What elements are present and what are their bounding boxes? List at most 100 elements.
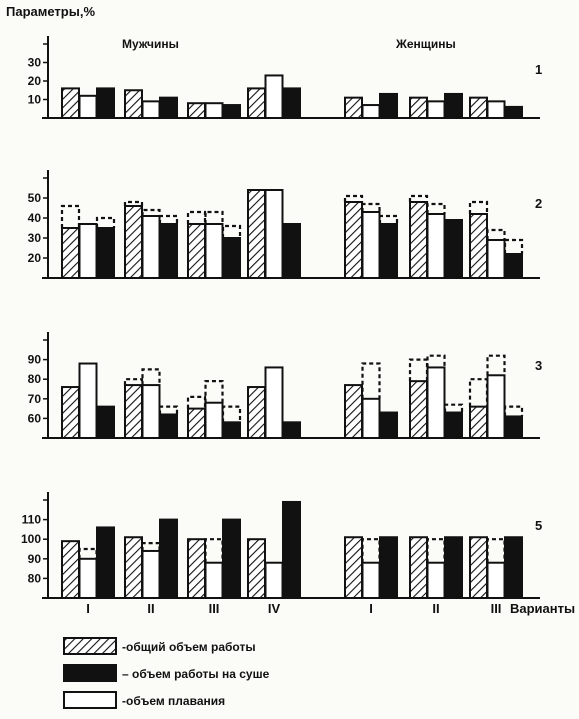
bar-dashed-swim	[78, 547, 98, 559]
bar-dashed-total	[408, 194, 429, 202]
bar-swim	[361, 211, 381, 279]
bar-swim	[141, 384, 161, 439]
bar-dashed-land	[95, 216, 116, 228]
bar-land	[504, 536, 523, 599]
y-tick-label: 110	[22, 513, 42, 527]
bar-land	[159, 413, 178, 440]
bar-group	[469, 96, 523, 120]
bar-group	[61, 526, 115, 599]
x-tick-label: II	[432, 601, 439, 616]
bar-swim	[141, 549, 161, 600]
y-tick-label: 20	[28, 74, 42, 88]
bar-swim	[361, 561, 381, 599]
bar-dashed-total	[186, 395, 207, 409]
bar-group	[408, 354, 464, 440]
bar-total	[124, 89, 143, 119]
legend-swatch-swim	[63, 691, 117, 709]
bar-swim	[78, 94, 98, 120]
bar-dashed-swim	[361, 202, 381, 212]
bar-group	[247, 366, 301, 440]
bar-dashed-land	[158, 405, 179, 415]
bar-land	[444, 536, 463, 599]
bar-land	[159, 518, 178, 599]
legend-swatch-total	[63, 637, 117, 655]
bar-total	[61, 386, 80, 440]
bar-total	[61, 227, 80, 279]
bar-land	[159, 96, 178, 120]
panel-label: 1	[535, 62, 542, 77]
bar-swim	[486, 239, 506, 279]
group-header-women: Женщины	[395, 37, 456, 51]
x-tick-label: II	[147, 601, 154, 616]
bar-dashed-swim	[486, 228, 506, 240]
panel-1: 10 20 30 1	[28, 36, 542, 120]
bar-group	[343, 194, 399, 279]
bar-group	[468, 354, 524, 440]
bar-swim	[426, 213, 446, 279]
bar-land	[379, 411, 398, 439]
bar-group	[344, 92, 398, 120]
y-tick-label: 60	[28, 411, 42, 425]
bar-group	[123, 200, 179, 279]
legend-label-swim: -объем плавания	[122, 694, 225, 708]
bar-swim	[204, 102, 224, 119]
panel-5: 80 90 100 110 5	[21, 492, 542, 600]
bar-land	[282, 223, 301, 279]
bar-dashed-total	[408, 358, 429, 382]
bar-land	[444, 411, 463, 439]
y-tick-label: 80	[28, 372, 42, 386]
panel-3: 60 70 80 90 3	[28, 332, 542, 440]
bar-group	[344, 536, 398, 599]
bar-group	[123, 368, 179, 440]
bar-dashed-total	[123, 200, 144, 206]
y-axis-title: Параметры,%	[6, 4, 95, 19]
bar-swim	[141, 100, 161, 119]
bar-dashed-land	[378, 214, 399, 224]
y-tick-label: 50	[28, 191, 42, 205]
bar-total	[409, 380, 428, 440]
bar-land	[96, 405, 115, 440]
bar-swim	[78, 362, 98, 439]
x-tick-labels: I II III IV I II III	[86, 601, 501, 616]
bar-swim	[141, 215, 161, 279]
bar-dashed-swim	[361, 538, 381, 563]
bar-swim	[361, 104, 381, 120]
bar-land	[379, 536, 398, 599]
bar-swim	[426, 561, 446, 599]
y-tick-label: 30	[28, 231, 42, 245]
bar-dashed-swim	[141, 208, 161, 216]
bar-dashed-land	[221, 224, 242, 238]
bar-total	[409, 96, 428, 120]
panel-label: 5	[535, 518, 542, 533]
bar-total	[187, 223, 206, 279]
bar-swim	[204, 223, 224, 279]
bar-swim	[486, 100, 506, 119]
bar-dashed-swim	[361, 362, 381, 399]
bar-dashed-land	[503, 405, 524, 417]
x-axis-title: Варианты	[510, 601, 575, 616]
bar-dashed-land	[221, 405, 242, 423]
bar-total	[469, 405, 488, 440]
bar-dashed-swim	[204, 210, 224, 224]
bar-total	[61, 87, 80, 120]
bar-group	[61, 362, 115, 440]
bar-group	[409, 92, 463, 120]
bar-dashed-swim	[204, 538, 224, 563]
panel-label: 2	[535, 196, 542, 211]
bar-group	[124, 89, 178, 120]
bar-land	[159, 223, 178, 279]
group-header-men: Мужчины	[122, 37, 179, 51]
panel-label: 3	[535, 358, 542, 373]
legend-swatch-land	[63, 664, 117, 682]
bar-group	[247, 500, 301, 600]
bar-swim	[426, 100, 446, 119]
bar-land	[379, 223, 398, 279]
bar-group	[61, 87, 115, 120]
bar-land	[282, 87, 301, 120]
bar-dashed-swim	[204, 380, 224, 403]
bar-group	[468, 200, 524, 279]
bar-land	[282, 500, 301, 599]
bar-swim	[486, 374, 506, 439]
bar-land	[222, 104, 241, 120]
bar-group	[60, 204, 116, 279]
